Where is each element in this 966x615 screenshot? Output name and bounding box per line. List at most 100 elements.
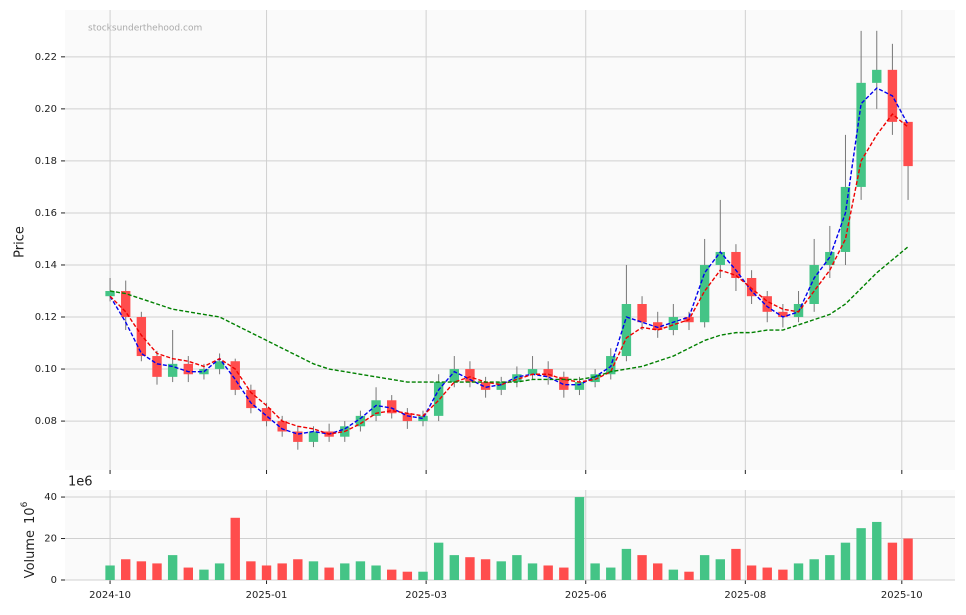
volume-bar xyxy=(684,571,694,580)
volume-bar xyxy=(355,561,366,580)
volume-bar xyxy=(903,538,913,580)
candle-body xyxy=(465,369,475,383)
candle-body xyxy=(512,374,522,383)
volume-bar xyxy=(746,565,757,580)
candle-body xyxy=(230,361,240,390)
volume-bar xyxy=(762,567,772,580)
volume-bar xyxy=(778,569,788,580)
candle-body xyxy=(402,413,413,422)
candle-body xyxy=(825,251,835,265)
x-tick-label: 2025-06 xyxy=(565,590,607,601)
volume-bar xyxy=(653,563,663,580)
moving-average xyxy=(109,246,909,383)
candle-body xyxy=(387,400,397,414)
volume-bar xyxy=(449,555,459,580)
y-tick-label: 0.12 xyxy=(35,312,57,323)
volume-bar xyxy=(699,555,710,580)
volume-bar xyxy=(637,555,647,580)
volume-bar xyxy=(277,563,287,580)
volume-label: Volume xyxy=(23,530,38,578)
volume-bar xyxy=(465,557,475,580)
candle-body xyxy=(559,376,569,390)
candle-body xyxy=(840,186,851,252)
volume-bar xyxy=(731,548,741,580)
volume-bar xyxy=(402,571,413,580)
candle-body xyxy=(637,304,647,323)
candle-body xyxy=(308,431,319,442)
volume-bar xyxy=(856,528,866,580)
volume-bar xyxy=(308,561,319,580)
volume-bar xyxy=(527,563,538,580)
volume-bar xyxy=(324,567,334,580)
y-tick-label: 0.22 xyxy=(35,52,57,63)
candle-body xyxy=(715,251,725,265)
volume-unit: 10 xyxy=(23,507,38,524)
volume-bar xyxy=(433,542,444,580)
candle-body xyxy=(105,290,115,297)
candle-body xyxy=(167,363,178,377)
volume-bar xyxy=(183,567,193,580)
y-tick-label: 0.16 xyxy=(35,208,57,219)
volume-bar xyxy=(559,567,569,580)
candle-body xyxy=(293,431,303,442)
volume-bar xyxy=(199,569,209,580)
candle-body xyxy=(214,361,225,370)
candle-body xyxy=(136,317,147,357)
volume-bar xyxy=(480,559,491,580)
volume-bar xyxy=(574,497,585,580)
candle-body xyxy=(778,311,788,318)
y-tick-label: 0.20 xyxy=(35,104,57,115)
candle-body xyxy=(355,415,366,427)
volume-bar xyxy=(872,521,882,580)
volume-bar xyxy=(371,565,381,580)
x-tick-label: 2024-10 xyxy=(89,590,131,601)
volume-bar xyxy=(152,563,162,580)
volume-bar xyxy=(590,563,600,580)
y-tick-label: 40 xyxy=(44,492,57,503)
candle-body xyxy=(903,121,913,167)
volume-offset: 1e6 xyxy=(68,475,93,490)
x-tick-label: 2025-03 xyxy=(405,590,447,601)
y-tick-label: 0.18 xyxy=(35,156,57,167)
y-tick-label: 0.08 xyxy=(35,416,57,427)
volume-bar xyxy=(543,565,553,580)
volume-bar xyxy=(621,548,632,580)
volume-bar xyxy=(496,561,506,580)
volume-bar xyxy=(230,517,240,580)
volume-bar xyxy=(340,563,350,580)
moving-average xyxy=(109,87,909,435)
volume-bar xyxy=(293,559,303,580)
volume-bar xyxy=(121,559,131,580)
candle-body xyxy=(371,400,381,416)
volume-bar xyxy=(105,565,115,580)
candle-body xyxy=(496,382,506,390)
candle-body xyxy=(527,369,538,375)
volume-bar xyxy=(136,561,147,580)
candle-body xyxy=(574,382,585,390)
candle-body xyxy=(731,251,741,278)
candle-body xyxy=(699,264,710,323)
x-tick-label: 2025-10 xyxy=(881,590,923,601)
watermark: stocksunderthehood.com xyxy=(88,24,202,34)
candle-body xyxy=(449,369,459,383)
y-axis-title: Price xyxy=(13,226,28,258)
price-panel xyxy=(65,10,955,470)
y-tick-label: 0.10 xyxy=(35,364,57,375)
candle-body xyxy=(152,356,162,377)
candle-body xyxy=(543,369,553,377)
candle-body xyxy=(856,82,866,187)
volume-axis-title: Volume 106 xyxy=(20,501,38,578)
candle-body xyxy=(277,421,287,432)
volume-bar xyxy=(668,569,679,580)
y-tick-label: 0.14 xyxy=(35,260,57,271)
candle-body xyxy=(121,290,131,318)
volume-bar xyxy=(606,567,616,580)
x-tick-label: 2025-01 xyxy=(246,590,288,601)
volume-bar xyxy=(512,555,522,580)
candle-body xyxy=(762,296,772,312)
candle-body xyxy=(433,382,444,416)
candle-body xyxy=(746,277,757,297)
volume-bar xyxy=(887,542,898,580)
candle-body xyxy=(590,374,600,383)
volume-bar xyxy=(246,561,256,580)
